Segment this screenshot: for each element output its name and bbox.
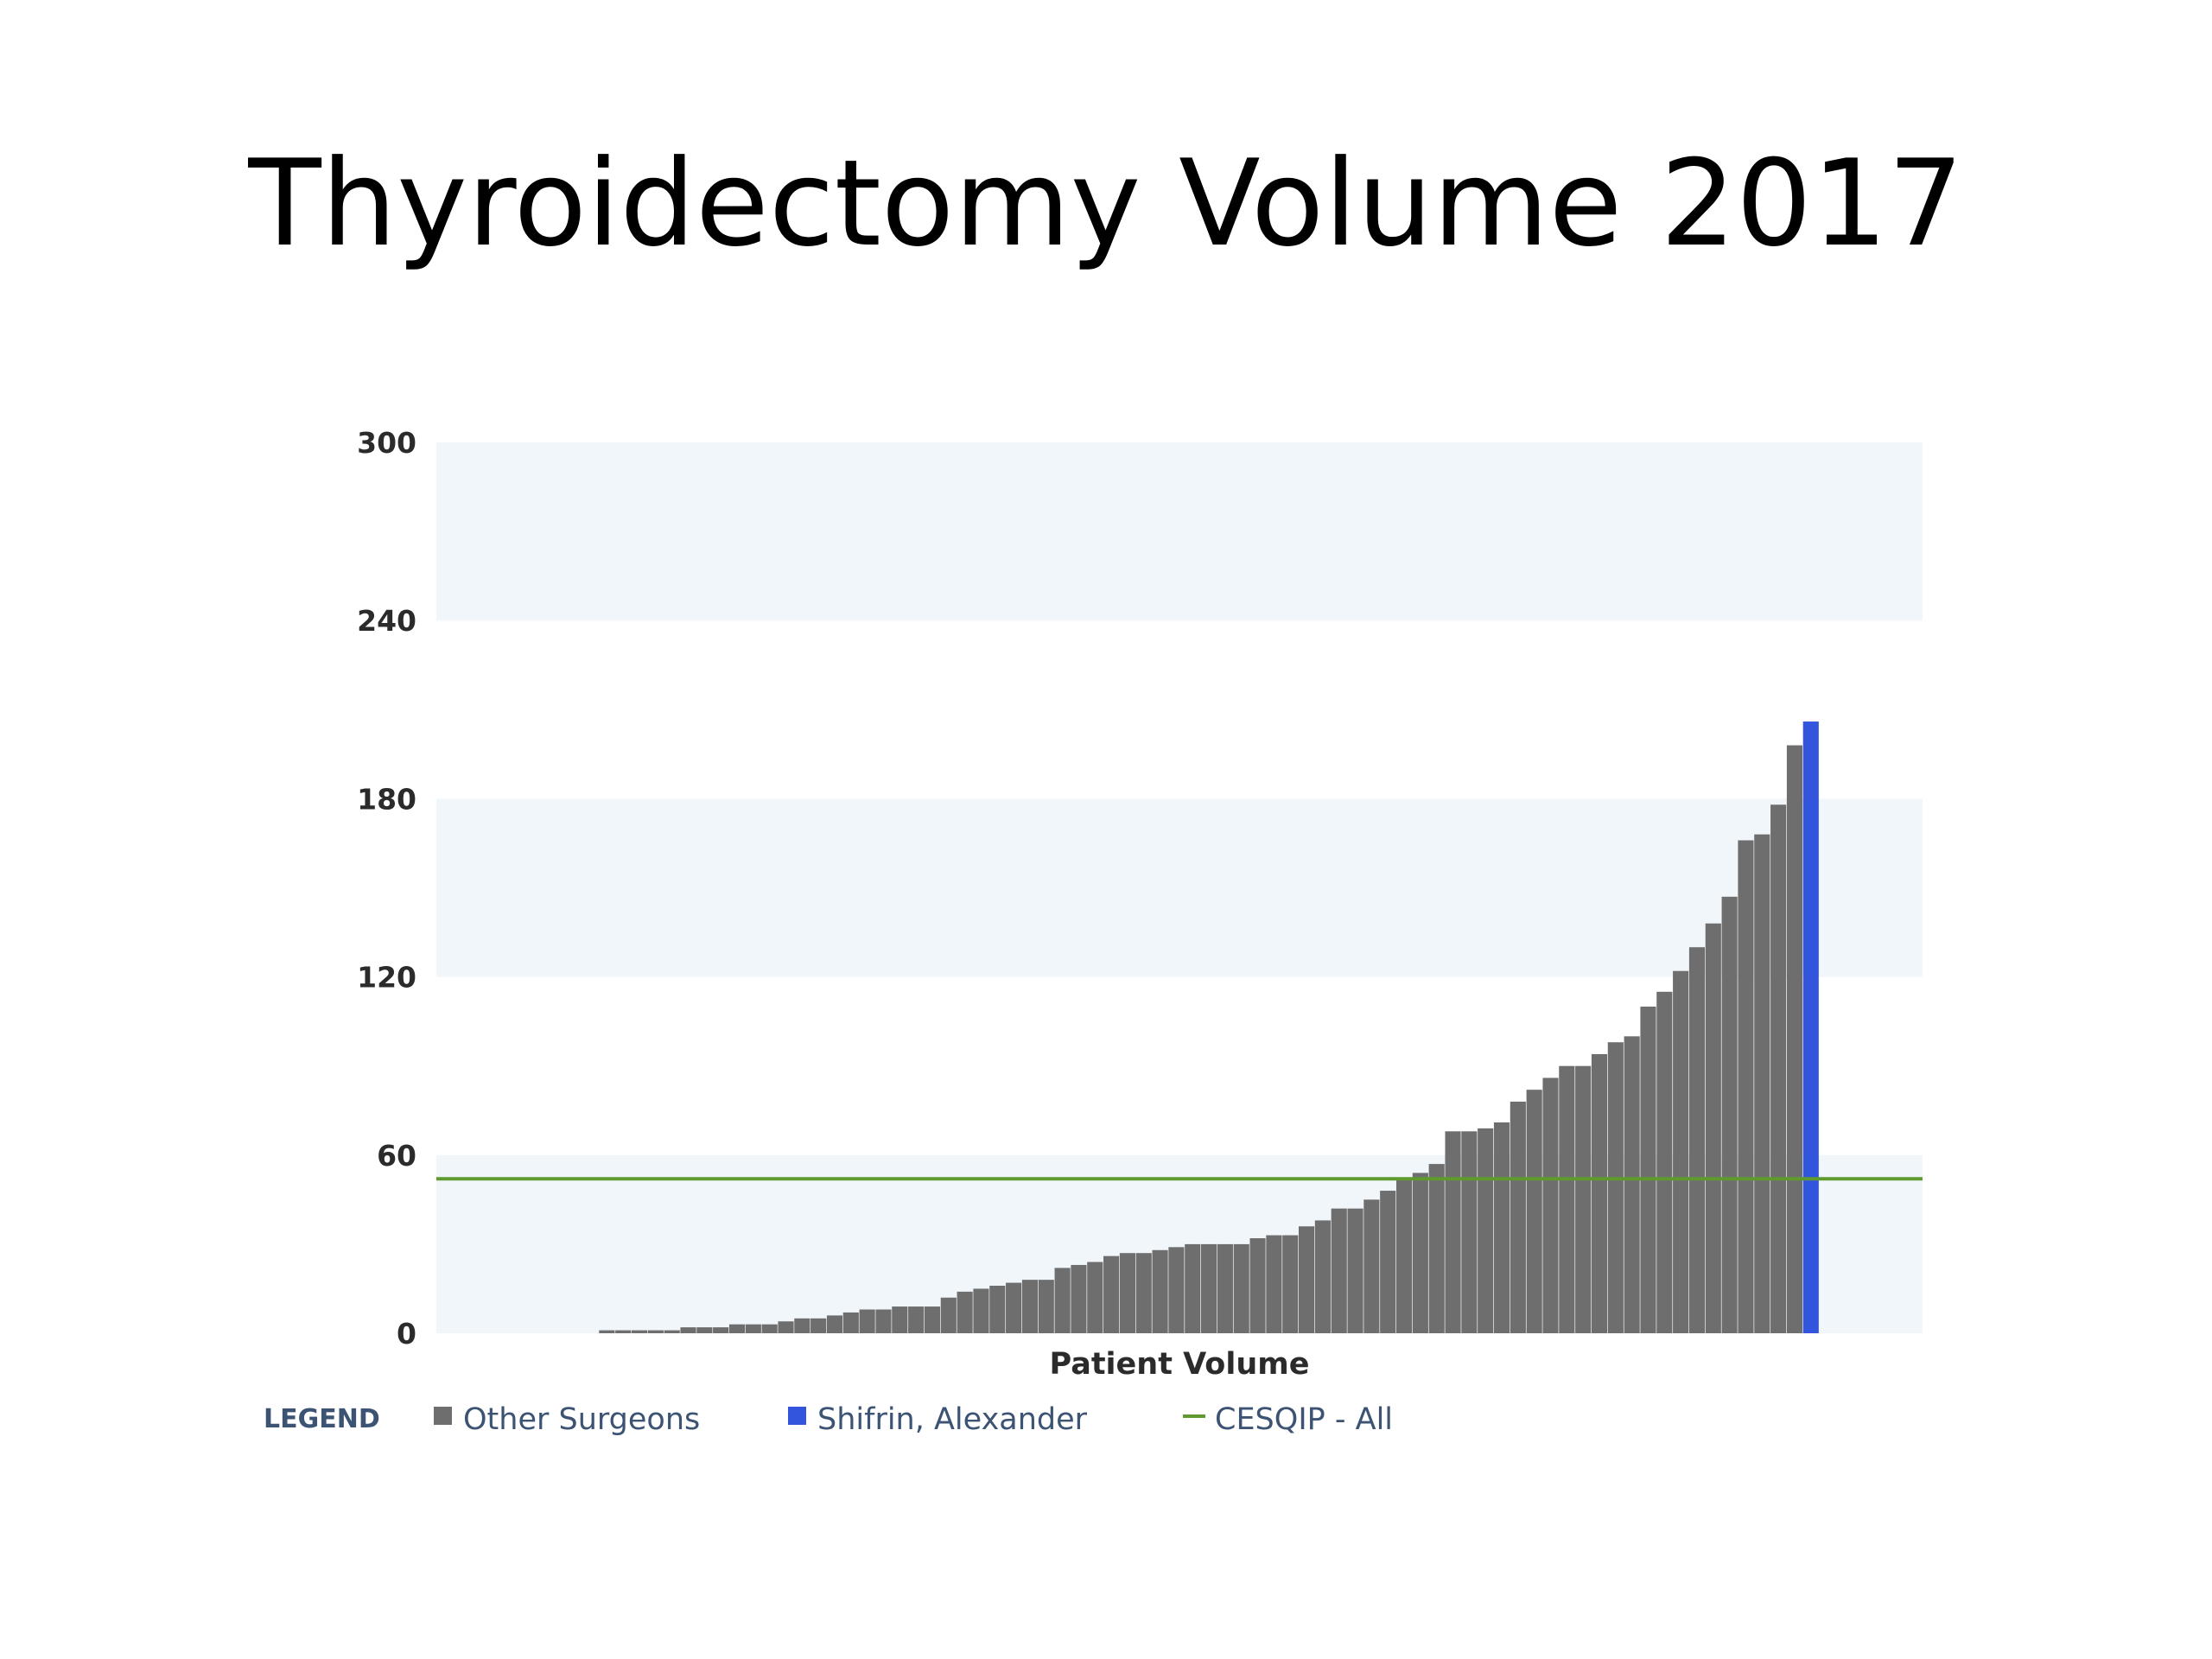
y-tick-label: 240 <box>357 604 416 638</box>
bar-other-surgeon <box>1607 1042 1624 1333</box>
legend-swatch <box>434 1407 452 1425</box>
bar-other-surgeon <box>1314 1220 1331 1333</box>
bar-other-surgeon <box>1395 1179 1413 1333</box>
bar-other-surgeon <box>1526 1090 1542 1333</box>
bar-other-surgeon <box>1087 1262 1103 1333</box>
bar-other-surgeon <box>1152 1249 1168 1333</box>
bar-other-surgeon <box>1135 1253 1152 1333</box>
legend: LEGEND Other Surgeons Shifrin, Alexander CE… <box>264 1402 1393 1437</box>
bar-other-surgeon <box>1461 1131 1478 1333</box>
bar-other-surgeon <box>842 1312 859 1333</box>
bar-other-surgeon <box>1249 1238 1266 1333</box>
bar-other-surgeon <box>680 1327 696 1333</box>
grid-band <box>436 798 1923 977</box>
bar-other-surgeon <box>1363 1199 1380 1333</box>
bar-other-surgeon <box>1266 1235 1282 1333</box>
bar-other-surgeon <box>761 1324 778 1333</box>
x-axis-title: Patient Volume <box>1050 1347 1310 1382</box>
bar-other-surgeon <box>859 1309 875 1333</box>
y-tick-label: 180 <box>357 782 416 816</box>
bar-other-surgeon <box>1412 1173 1428 1333</box>
y-tick-label: 0 <box>397 1317 416 1351</box>
bar-other-surgeon <box>1721 896 1738 1333</box>
bar-other-surgeon <box>1770 804 1787 1333</box>
bar-other-surgeon <box>1331 1208 1347 1333</box>
bar-other-surgeon <box>875 1309 892 1333</box>
bar-other-surgeon <box>1705 923 1721 1333</box>
bar-other-surgeon <box>631 1330 648 1333</box>
bar-other-surgeon <box>1380 1191 1396 1333</box>
bar-other-surgeon <box>1347 1208 1363 1333</box>
bar-other-surgeon <box>1233 1243 1249 1333</box>
bar-other-surgeon <box>957 1291 973 1333</box>
bar-other-surgeon <box>794 1318 810 1333</box>
legend-label: Other Surgeons <box>463 1402 700 1437</box>
grid-band <box>436 442 1923 621</box>
bars <box>599 721 1819 1333</box>
bar-other-surgeon <box>1054 1268 1071 1333</box>
bar-other-surgeon <box>1021 1280 1039 1333</box>
bar-other-surgeon <box>599 1330 615 1333</box>
bar-other-surgeon <box>1591 1053 1608 1333</box>
slide-title: Thyroidectomy Volume 2017 <box>248 134 1964 273</box>
bar-other-surgeon <box>1298 1226 1315 1333</box>
bar-other-surgeon <box>989 1286 1006 1333</box>
bar-other-surgeon <box>1201 1243 1217 1333</box>
bar-other-surgeon <box>892 1306 908 1333</box>
bar-other-surgeon <box>1478 1128 1494 1333</box>
bar-other-surgeon <box>647 1330 664 1333</box>
bar-other-surgeon <box>664 1330 680 1333</box>
bar-other-surgeon <box>615 1330 632 1333</box>
legend-swatch <box>1183 1414 1205 1418</box>
bar-other-surgeon <box>1624 1036 1640 1333</box>
bar-other-surgeon <box>1038 1280 1054 1333</box>
bar-other-surgeon <box>1006 1282 1022 1333</box>
bar-other-surgeon <box>810 1318 827 1333</box>
y-tick-label: 120 <box>357 961 416 995</box>
bar-other-surgeon <box>745 1324 761 1333</box>
bar-other-surgeon <box>1428 1164 1445 1333</box>
bar-other-surgeon <box>1493 1122 1510 1333</box>
bar-other-surgeon <box>826 1315 843 1333</box>
y-axis-ticks: 0 60 120 180 240 300 <box>357 426 416 1351</box>
bar-other-surgeon <box>973 1288 989 1333</box>
bar-other-surgeon <box>1217 1243 1233 1333</box>
bar-other-surgeon <box>908 1306 925 1333</box>
bar-other-surgeon <box>1656 991 1673 1333</box>
legend-heading: LEGEND <box>264 1404 380 1434</box>
bar-other-surgeon <box>1688 947 1706 1333</box>
legend-label: Shifrin, Alexander <box>817 1402 1088 1437</box>
bar-other-surgeon <box>1103 1255 1120 1333</box>
legend-swatch <box>788 1407 806 1425</box>
bar-other-surgeon <box>1786 745 1803 1333</box>
bar-other-surgeon <box>940 1297 957 1333</box>
bar-other-surgeon <box>1510 1101 1526 1333</box>
bar-other-surgeon <box>1168 1247 1185 1333</box>
bar-other-surgeon <box>1754 834 1770 1333</box>
bar-shifrin-alexander <box>1802 721 1819 1333</box>
bar-other-surgeon <box>1542 1077 1559 1333</box>
bar-other-surgeon <box>1575 1065 1592 1333</box>
y-tick-label: 300 <box>357 426 416 460</box>
bar-other-surgeon <box>1445 1131 1461 1333</box>
bar-other-surgeon <box>924 1306 941 1333</box>
bar-other-surgeon <box>1738 840 1754 1333</box>
bar-other-surgeon <box>1559 1065 1575 1333</box>
y-tick-label: 60 <box>377 1139 416 1173</box>
bar-other-surgeon <box>1640 1006 1656 1333</box>
bar-other-surgeon <box>778 1321 794 1333</box>
bar-other-surgeon <box>728 1324 746 1333</box>
bar-other-surgeon <box>1119 1253 1135 1333</box>
legend-label: CESQIP - All <box>1215 1402 1393 1437</box>
bar-other-surgeon <box>713 1327 729 1333</box>
bar-other-surgeon <box>1282 1235 1299 1333</box>
bar-other-surgeon <box>1071 1264 1087 1333</box>
bar-other-surgeon <box>696 1327 713 1333</box>
bar-other-surgeon <box>1185 1243 1201 1333</box>
bar-other-surgeon <box>1673 970 1689 1333</box>
